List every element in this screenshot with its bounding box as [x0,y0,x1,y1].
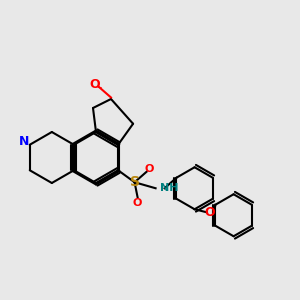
Text: O: O [145,164,154,174]
Text: N: N [19,135,29,148]
Text: O: O [204,206,215,219]
Text: O: O [133,198,142,208]
Text: S: S [130,175,140,189]
Text: NH: NH [160,183,178,193]
Text: O: O [89,77,100,91]
